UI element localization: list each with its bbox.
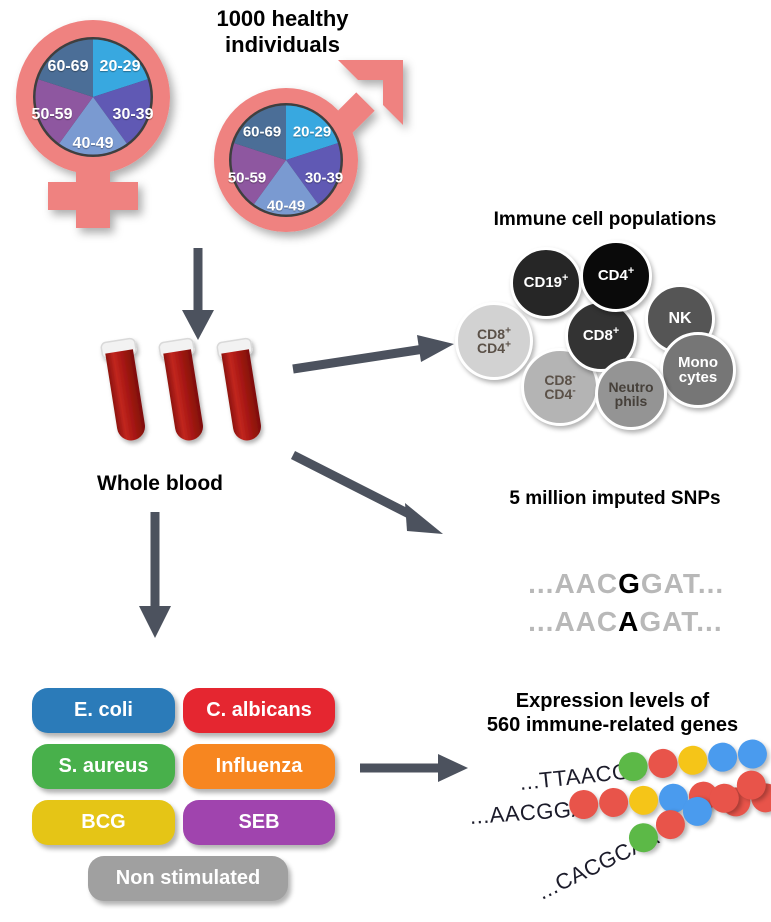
immune-cell-neutrophils[interactable]: Neutro phils xyxy=(595,358,667,430)
immune-cell-label: CD19+ xyxy=(523,272,569,292)
arrow-stimulations-to-expression xyxy=(360,752,470,784)
immune-cell-label: CD8- CD4- xyxy=(544,371,576,402)
stimulation-label: S. aureus xyxy=(58,755,149,777)
snp-allele-1-variant: G xyxy=(618,568,641,599)
cohort-title: 1000 healthy individuals xyxy=(216,6,349,57)
immune-cell-label: CD8+ xyxy=(582,325,620,345)
male-age-pie xyxy=(231,105,341,215)
female-age-pie xyxy=(35,39,151,155)
arrow-blood-to-snps xyxy=(290,450,458,550)
immune-cell-populations-title: Immune cell populations xyxy=(493,209,717,230)
stimulation-c-albicans[interactable]: C. albicans xyxy=(183,688,335,733)
stimulation-influenza[interactable]: Influenza xyxy=(183,744,335,789)
immune-cell-cd8pos-cd4pos[interactable]: CD8+ CD4+ xyxy=(455,302,533,380)
stimulation-bcg[interactable]: BCG xyxy=(32,800,175,845)
mars-symbol-icon xyxy=(214,60,403,232)
snp-allele-2-variant: A xyxy=(618,606,640,637)
expression-bead xyxy=(736,738,769,770)
stimulation-label: E. coli xyxy=(74,699,133,721)
expression-bead xyxy=(628,784,660,816)
immune-cell-cd19[interactable]: CD19+ xyxy=(510,247,582,319)
blood-tubes-group xyxy=(95,335,280,455)
immune-cell-label: Mono cytes xyxy=(678,353,718,386)
immune-cell-label: Neutro phils xyxy=(608,378,654,409)
immune-cell-cd4[interactable]: CD4+ xyxy=(580,240,652,312)
expression-bead xyxy=(676,744,709,777)
expression-title: Expression levels of 560 immune-related … xyxy=(486,690,739,736)
immune-cell-cluster: CD19+ CD4+ NK CD8+ CD4+ CD8+ Mono cytes CD… xyxy=(455,240,755,430)
stimulation-seb[interactable]: SEB xyxy=(183,800,335,845)
snp-allele-1: ...AACGGAT... xyxy=(493,536,724,632)
expression-bead xyxy=(706,741,739,774)
venus-symbol-icon xyxy=(16,20,170,228)
stimulation-label: Influenza xyxy=(215,755,303,777)
immune-cell-label: CD8+ CD4+ xyxy=(477,325,511,356)
arrow-blood-to-stimulations xyxy=(135,512,175,638)
snp-allele-2: ...AACAGAT... xyxy=(493,574,723,670)
snp-allele-1-suffix: GAT... xyxy=(640,568,725,599)
immune-cell-monocytes[interactable]: Mono cytes xyxy=(660,332,736,408)
female-symbol-group: 20-29 30-39 40-49 50-59 60-69 xyxy=(8,12,193,237)
snp-allele-1-prefix: ...AAC xyxy=(528,568,619,599)
immune-cell-label: CD4+ xyxy=(597,265,635,285)
stimulation-label: Non stimulated xyxy=(115,867,261,889)
expression-bead xyxy=(646,747,679,780)
stimulation-s-aureus[interactable]: S. aureus xyxy=(32,744,175,789)
stimulation-e-coli[interactable]: E. coli xyxy=(32,688,175,733)
snp-allele-2-prefix: ...AAC xyxy=(528,606,619,637)
arrow-cohort-to-blood xyxy=(178,248,218,340)
snp-title: 5 million imputed SNPs xyxy=(509,488,721,509)
snp-allele-2-suffix: GAT... xyxy=(639,606,723,637)
arrow-blood-to-immune-cells xyxy=(292,330,458,380)
expression-bead xyxy=(598,786,630,818)
stimulation-label: C. albicans xyxy=(206,699,312,721)
stimulation-non-stimulated[interactable]: Non stimulated xyxy=(88,856,288,901)
blood-tube-icon xyxy=(100,337,261,441)
stimulation-label: SEB xyxy=(238,811,280,833)
male-symbol-group: 20-29 30-39 40-49 50-59 60-69 xyxy=(200,40,425,250)
stimulation-label: BCG xyxy=(81,811,126,833)
immune-cell-label: NK xyxy=(668,309,692,327)
whole-blood-label: Whole blood xyxy=(97,472,223,495)
